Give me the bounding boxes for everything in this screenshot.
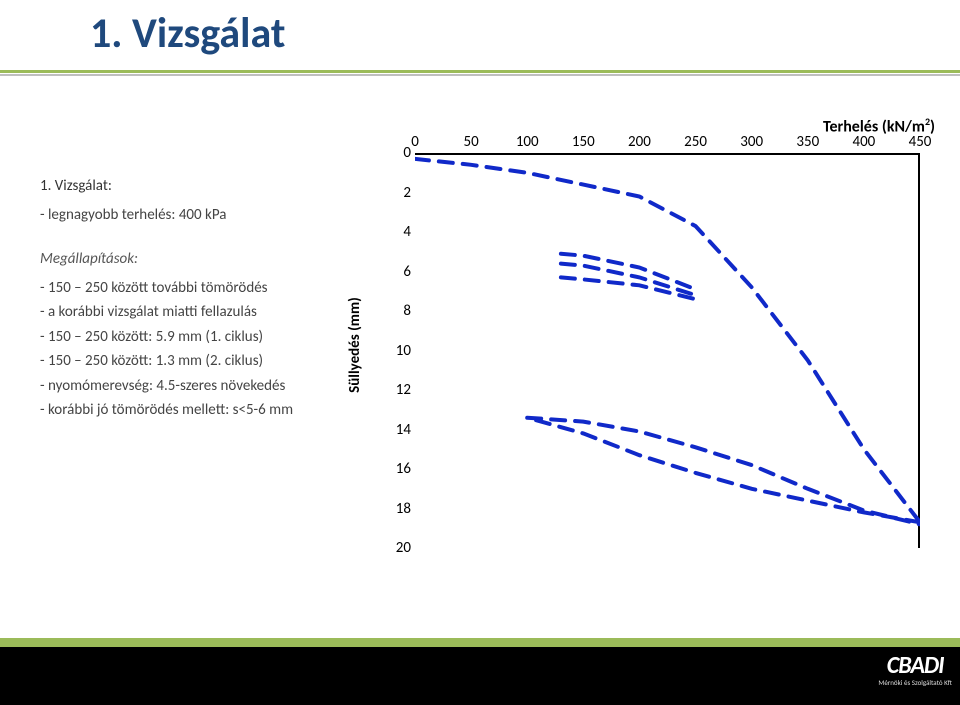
y-tick-label: 6 [385,263,411,281]
section-heading: 1. Vizsgálat: [40,175,315,198]
y-tick-label: 16 [385,460,411,478]
x-tick-label: 400 [852,133,875,151]
y-tick-label: 4 [385,223,411,241]
x-tick-label: 0 [411,133,419,151]
x-tick-label: 300 [740,133,763,151]
x-tick-label: 50 [464,133,479,151]
curve-u1d [561,277,696,299]
findings-label: Megállapítások: [40,248,315,271]
footer-logo: CBADI Mérnöki és Szolgáltató Kft [878,653,952,687]
title-separator [0,70,960,76]
text-column: 1. Vizsgálat: legnagyobb terhelés: 400 k… [40,175,315,424]
finding-item: nyomómerevség: 4.5-szeres növekedés [40,375,315,398]
curve-load1 [415,159,920,522]
y-tick-label: 8 [385,302,411,320]
curve-u1c [561,264,696,296]
x-tick-label: 450 [909,133,932,151]
curve-u1b [561,254,696,290]
footer-bar: CBADI Mérnöki és Szolgáltató Kft [0,647,960,705]
footer-accent [0,638,960,647]
page-title: 1. Vizsgálat [90,8,285,59]
chart: Terhelés (kN/m2) Süllyedés (mm) 05010015… [345,115,935,575]
finding-item: 150 – 250 között további tömörödés [40,277,315,300]
curve-unload1 [527,418,920,523]
y-axis-title: Süllyedés (mm) [346,297,364,393]
y-tick-label: 10 [385,342,411,360]
finding-item: 150 – 250 között: 1.3 mm (2. ciklus) [40,350,315,373]
y-tick-label: 18 [385,500,411,518]
load-line: legnagyobb terhelés: 400 kPa [40,204,315,227]
x-tick-label: 100 [516,133,539,151]
x-tick-label: 150 [572,133,595,151]
x-tick-label: 200 [628,133,651,151]
chart-curves [415,153,920,548]
logo-subtext: Mérnöki és Szolgáltató Kft [878,679,952,687]
finding-item: 150 – 250 között: 5.9 mm (1. ciklus) [40,326,315,349]
finding-item: korábbi jó tömörödés mellett: s<5-6 mm [40,399,315,422]
logo-text: CBADI [878,653,952,679]
x-tick-label: 250 [684,133,707,151]
y-tick-label: 2 [385,184,411,202]
slide: 1. Vizsgálat 1. Vizsgálat: legnagyobb te… [0,0,960,705]
x-tick-label: 350 [796,133,819,151]
y-tick-label: 14 [385,421,411,439]
y-tick-label: 0 [385,144,411,162]
y-tick-label: 12 [385,381,411,399]
y-tick-label: 20 [385,539,411,557]
finding-item: a korábbi vizsgálat miatti fellazulás [40,301,315,324]
